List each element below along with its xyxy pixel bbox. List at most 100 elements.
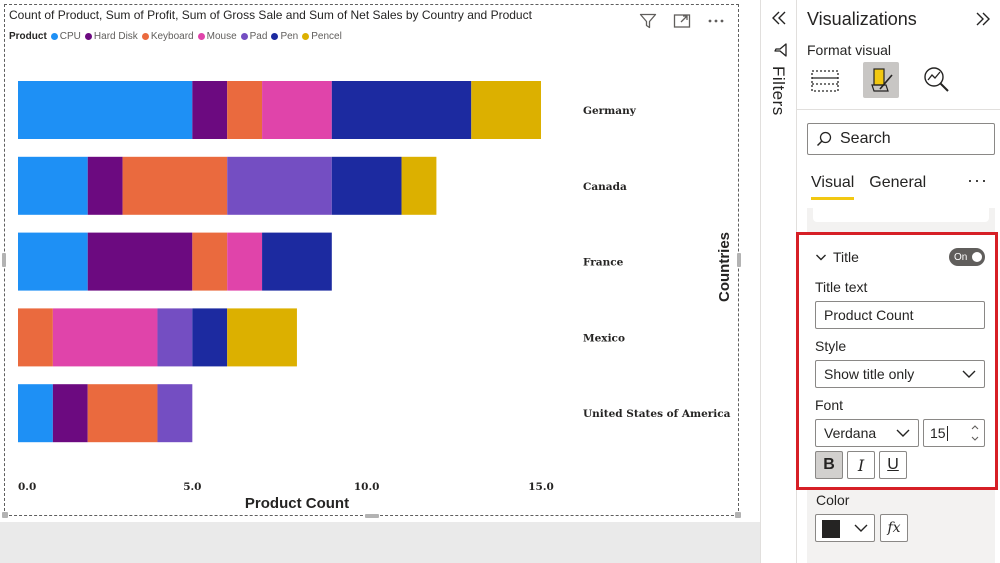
underline-label: U <box>887 456 899 473</box>
legend-label: Pencel <box>311 30 342 42</box>
filter-icon[interactable] <box>638 11 658 31</box>
title-toggle[interactable]: On <box>949 248 985 266</box>
bar-segment[interactable] <box>227 308 297 367</box>
legend-dot <box>84 32 92 40</box>
legend-item[interactable]: Mouse <box>197 30 237 42</box>
tab-general[interactable]: General <box>869 174 927 191</box>
bar-segment[interactable] <box>227 81 263 139</box>
legend-item[interactable]: CPU <box>50 31 81 42</box>
bar-segment[interactable] <box>331 81 472 139</box>
pane-divider <box>797 109 1000 110</box>
x-tick-label: 0.0 <box>18 481 36 493</box>
format-visual-icon[interactable] <box>863 62 899 98</box>
bar-segment[interactable] <box>157 384 193 443</box>
filters-label[interactable]: Filters <box>769 66 788 116</box>
bar-segment[interactable] <box>331 156 402 215</box>
bar-segment[interactable] <box>87 232 193 291</box>
category-tick-label: France <box>583 257 624 269</box>
bar-segment[interactable] <box>18 81 193 139</box>
chevron-down-icon <box>854 524 868 532</box>
legend-item[interactable]: Pen <box>271 31 298 42</box>
focus-mode-icon[interactable] <box>672 11 692 31</box>
build-visual-icon[interactable] <box>807 62 843 98</box>
bar-segment[interactable] <box>87 384 158 443</box>
search-icon <box>816 131 832 147</box>
bar-segment[interactable] <box>471 81 541 139</box>
legend-dot <box>50 32 58 40</box>
resize-handle-left[interactable] <box>2 253 6 267</box>
legend-item[interactable]: Hard Disk <box>84 30 138 42</box>
bar-segment[interactable] <box>227 156 332 215</box>
legend-dot <box>271 32 279 40</box>
category-tick-label: Mexico <box>583 332 625 344</box>
bar-segment[interactable] <box>227 232 263 291</box>
spinner-arrows-icon[interactable] <box>970 422 980 444</box>
category-tick-label: United States of America <box>583 408 731 420</box>
bar-segment[interactable] <box>262 232 332 291</box>
bar-segment[interactable] <box>18 308 53 367</box>
more-options-icon[interactable]: ··· <box>967 170 988 190</box>
search-input[interactable]: Search <box>807 123 995 155</box>
legend-title: Product <box>9 30 47 42</box>
stacked-bar-chart-visual[interactable]: Count of Product, Sum of Profit, Sum of … <box>2 4 741 518</box>
legend-item[interactable]: Pencel <box>302 31 342 42</box>
legend-dot <box>197 32 205 40</box>
resize-handle-corner[interactable] <box>735 512 741 518</box>
bar-segment[interactable] <box>122 156 228 215</box>
style-dropdown[interactable]: Show title only <box>815 360 985 388</box>
italic-button[interactable]: I <box>847 451 875 479</box>
bar-segment[interactable] <box>192 81 228 139</box>
y-axis-title: Countries <box>716 232 733 302</box>
more-options-icon[interactable] <box>706 11 726 31</box>
underline-button[interactable]: U <box>879 451 907 479</box>
title-text-label: Title text <box>815 279 868 295</box>
bar-segment[interactable] <box>401 156 437 215</box>
bar-segment[interactable] <box>87 156 123 215</box>
bar-segment[interactable] <box>157 308 193 367</box>
bold-button[interactable]: B <box>815 451 843 479</box>
legend-label: Hard Disk <box>93 30 138 42</box>
legend-dot <box>302 32 310 40</box>
report-canvas: Count of Product, Sum of Profit, Sum of … <box>0 4 760 563</box>
bar-segment[interactable] <box>18 384 53 443</box>
legend-label: Mouse <box>206 30 237 42</box>
bar-segment[interactable] <box>192 308 228 367</box>
legend-label: Pad <box>249 30 268 42</box>
visualizations-title: Visualizations <box>807 9 917 29</box>
format-tabs: Visual General <box>811 174 927 200</box>
analytics-icon[interactable] <box>919 62 955 98</box>
visual-title: Count of Product, Sum of Profit, Sum of … <box>9 8 532 22</box>
chevron-down-icon <box>896 429 910 437</box>
font-size-input[interactable]: 15 <box>923 419 985 447</box>
chevron-down-icon <box>816 254 826 261</box>
bar-segment[interactable] <box>18 232 88 291</box>
bar-segment[interactable] <box>52 308 158 367</box>
font-family-dropdown[interactable]: Verdana <box>815 419 919 447</box>
bar-segment[interactable] <box>52 384 88 443</box>
color-picker[interactable] <box>815 514 875 542</box>
legend-item[interactable]: Keyboard <box>141 31 194 42</box>
bar-segment[interactable] <box>18 156 88 215</box>
chevron-down-icon <box>962 370 976 378</box>
filters-pane[interactable]: Filters <box>760 0 796 563</box>
x-axis-title: Product Count <box>245 495 349 512</box>
double-chevron-left-icon[interactable] <box>769 8 789 28</box>
resize-handle-right[interactable] <box>737 253 741 267</box>
legend-item[interactable]: Pad <box>240 30 268 42</box>
double-chevron-right-icon[interactable] <box>974 10 992 28</box>
tab-visual[interactable]: Visual <box>811 174 855 200</box>
resize-handle-bottom[interactable] <box>365 514 379 518</box>
title-text-input[interactable]: Product Count <box>815 301 985 329</box>
conditional-formatting-fx-button[interactable]: fx <box>880 514 908 542</box>
resize-handle-corner[interactable] <box>2 512 8 518</box>
color-swatch <box>822 520 840 538</box>
title-section-label: Title <box>833 249 859 265</box>
bar-segment[interactable] <box>192 232 228 291</box>
title-format-card: Title On Title text Product Count Style … <box>796 232 998 490</box>
format-visual-label: Format visual <box>807 42 892 58</box>
title-section-header[interactable]: Title <box>815 249 859 265</box>
category-tick-label: Canada <box>583 181 627 193</box>
pane-mode-icons <box>807 62 955 100</box>
bar-segment[interactable] <box>262 81 332 139</box>
style-value: Show title only <box>824 366 915 382</box>
